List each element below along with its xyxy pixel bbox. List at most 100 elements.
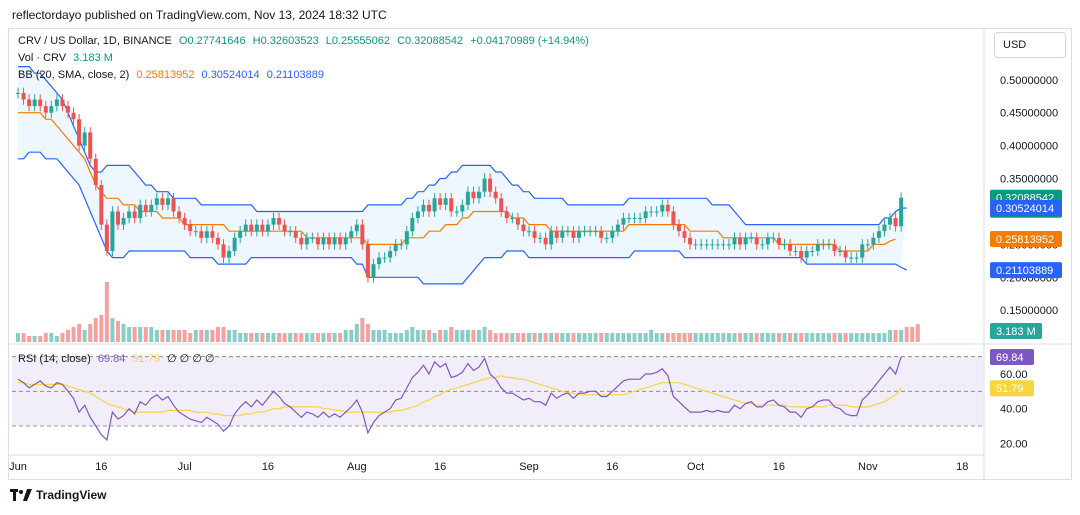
volume-bar bbox=[821, 333, 826, 342]
volume-bar bbox=[843, 333, 848, 342]
volume-bar bbox=[832, 333, 837, 342]
candle-body bbox=[460, 204, 465, 212]
bb-basis-value: 0.25813952 bbox=[136, 69, 195, 81]
volume-bar bbox=[143, 327, 148, 342]
volume-bar bbox=[499, 333, 504, 342]
volume-label[interactable]: Vol · CRV bbox=[18, 52, 67, 64]
candle-body bbox=[88, 132, 93, 159]
candle-body bbox=[860, 244, 865, 258]
price-tag-label: 0.25813952 bbox=[996, 234, 1054, 246]
candle-body bbox=[699, 244, 704, 246]
volume-bar bbox=[910, 327, 915, 342]
volume-bar bbox=[532, 333, 537, 342]
volume-bar bbox=[732, 333, 737, 342]
volume-bar bbox=[288, 333, 293, 342]
candle-body bbox=[510, 218, 515, 220]
volume-bar bbox=[543, 333, 548, 342]
volume-bar bbox=[310, 333, 315, 342]
rsi-tag-label: 51.79 bbox=[996, 383, 1024, 395]
candle-body bbox=[499, 198, 504, 212]
bb-basis-line bbox=[18, 112, 896, 252]
volume-bar bbox=[610, 333, 615, 342]
volume-bar bbox=[888, 330, 893, 342]
candle-body bbox=[465, 191, 470, 205]
candle-body bbox=[360, 224, 365, 245]
volume-bar bbox=[177, 330, 182, 342]
candle-body bbox=[871, 237, 876, 245]
candle-body bbox=[899, 197, 904, 227]
price-tick-label: 0.15000000 bbox=[1000, 305, 1058, 317]
price-tag-label: 0.21103889 bbox=[996, 265, 1053, 277]
candle-body bbox=[221, 244, 226, 258]
chart-frame bbox=[8, 28, 1072, 480]
candle-body bbox=[299, 237, 304, 245]
volume-bar bbox=[43, 333, 48, 342]
candle-body bbox=[743, 237, 748, 245]
candle-body bbox=[693, 244, 698, 246]
candle-body bbox=[849, 257, 854, 259]
footer-brand[interactable]: TradingView bbox=[10, 488, 106, 502]
candle-body bbox=[665, 204, 670, 212]
time-tick-label: 16 bbox=[262, 461, 274, 473]
price-tick-label: 0.50000000 bbox=[1000, 75, 1058, 87]
volume-legend: Vol · CRV 3.183 M bbox=[18, 52, 117, 64]
volume-bar bbox=[104, 282, 109, 342]
candle-body bbox=[482, 178, 487, 192]
candle-body bbox=[882, 224, 887, 232]
volume-bar bbox=[671, 333, 676, 342]
candle-body bbox=[43, 106, 48, 113]
volume-bar bbox=[399, 333, 404, 342]
volume-bar bbox=[704, 333, 709, 342]
bb-upper-value: 0.30524014 bbox=[201, 69, 260, 81]
volume-bar bbox=[115, 321, 120, 342]
candle-body bbox=[349, 231, 354, 238]
time-tick-label: 16 bbox=[773, 461, 785, 473]
candle-body bbox=[565, 231, 570, 233]
rsi-extra: ∅ ∅ ∅ ∅ bbox=[167, 353, 215, 365]
volume-bar bbox=[427, 330, 432, 342]
volume-bar bbox=[65, 330, 70, 342]
volume-bar bbox=[299, 333, 304, 342]
volume-bar bbox=[771, 333, 776, 342]
rsi-label[interactable]: RSI (14, close) bbox=[18, 353, 91, 365]
volume-bar bbox=[682, 333, 687, 342]
candle-body bbox=[726, 244, 731, 246]
candle-body bbox=[643, 211, 648, 219]
price-tag bbox=[990, 231, 1062, 248]
volume-bar bbox=[210, 330, 215, 342]
top-bar: reflectordayo published on TradingView.c… bbox=[0, 0, 1080, 28]
high-value: H0.32603523 bbox=[252, 35, 319, 47]
candle-body bbox=[182, 218, 187, 225]
volume-bar bbox=[521, 333, 526, 342]
symbol-title[interactable]: CRV / US Dollar, 1D, BINANCE bbox=[18, 35, 172, 47]
volume-bar bbox=[377, 330, 382, 342]
bb-label[interactable]: BB (20, SMA, close, 2) bbox=[18, 69, 130, 81]
candle-body bbox=[421, 204, 426, 212]
open-value: O0.27741646 bbox=[178, 35, 246, 47]
volume-bar bbox=[688, 333, 693, 342]
candle-body bbox=[432, 198, 437, 212]
currency-selector[interactable]: USD bbox=[994, 32, 1066, 58]
candle-body bbox=[227, 250, 232, 258]
volume-bar bbox=[343, 330, 348, 342]
candle-body bbox=[676, 224, 681, 232]
volume-bar bbox=[904, 327, 909, 342]
volume-bar bbox=[515, 333, 520, 342]
volume-bar bbox=[749, 333, 754, 342]
volume-bar bbox=[382, 330, 387, 342]
volume-bar bbox=[404, 330, 409, 342]
volume-bar bbox=[88, 324, 93, 342]
candle-body bbox=[838, 250, 843, 252]
volume-bar bbox=[599, 333, 604, 342]
time-tick-label: Nov bbox=[858, 461, 878, 473]
volume-bar bbox=[338, 333, 343, 342]
volume-bar bbox=[593, 333, 598, 342]
candle-body bbox=[715, 244, 720, 246]
low-value: L0.25555062 bbox=[325, 35, 390, 47]
volume-bar bbox=[121, 324, 126, 342]
candle-body bbox=[265, 224, 270, 232]
candle-body bbox=[382, 257, 387, 259]
volume-bar bbox=[554, 333, 559, 342]
candle-body bbox=[765, 237, 770, 245]
